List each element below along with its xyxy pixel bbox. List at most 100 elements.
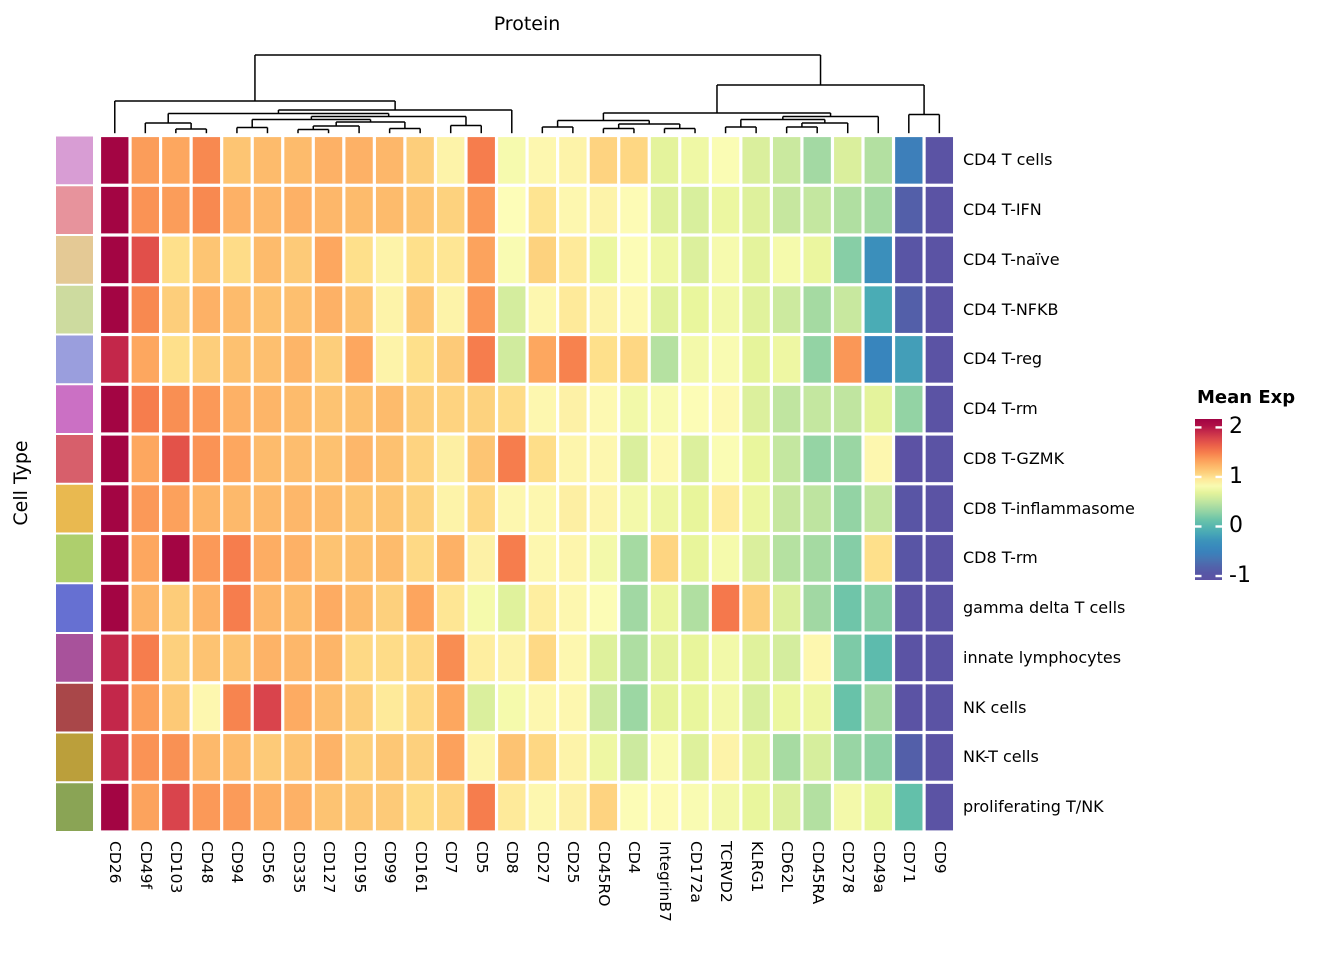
heatmap-cell bbox=[862, 185, 894, 236]
heatmap-cell bbox=[557, 235, 589, 285]
heatmap-cell bbox=[679, 433, 711, 484]
heatmap-cell bbox=[862, 782, 894, 832]
heatmap-cell bbox=[710, 632, 741, 683]
heatmap-cell bbox=[191, 632, 222, 683]
heatmap-cell bbox=[557, 135, 589, 186]
heatmap-cell bbox=[527, 135, 558, 186]
heatmap-cell bbox=[191, 284, 222, 335]
heatmap-cell bbox=[160, 583, 192, 633]
heatmap-cell bbox=[771, 782, 802, 832]
row-annotation-swatch bbox=[55, 185, 94, 235]
row-annotation-swatch bbox=[55, 682, 94, 733]
heatmap-cell bbox=[404, 583, 436, 633]
row-label: CD4 T-NFKB bbox=[963, 299, 1059, 319]
heatmap-cell bbox=[221, 235, 253, 285]
cell-type-axis-label: Cell Type bbox=[10, 440, 32, 526]
heatmap-cell bbox=[130, 583, 161, 633]
heatmap-cell bbox=[862, 682, 894, 733]
heatmap-cell bbox=[557, 782, 589, 832]
heatmap-cell bbox=[740, 682, 772, 733]
heatmap-cell bbox=[160, 533, 192, 584]
heatmap-cell bbox=[893, 135, 925, 186]
heatmap-cell bbox=[252, 682, 283, 733]
column-label: CD8 bbox=[503, 841, 522, 874]
column-dendrogram bbox=[114, 54, 941, 134]
heatmap-cell bbox=[160, 433, 192, 484]
heatmap-cell bbox=[679, 235, 711, 285]
column-label: TCRVD2 bbox=[717, 841, 736, 903]
heatmap-cell bbox=[404, 284, 436, 335]
heatmap-cell bbox=[160, 284, 192, 335]
heatmap-cell bbox=[557, 334, 589, 385]
row-annotation-swatch bbox=[55, 633, 94, 683]
heatmap-cell bbox=[740, 732, 772, 783]
legend-colorbar bbox=[1195, 419, 1222, 580]
row-label: CD4 T-IFN bbox=[963, 200, 1042, 220]
legend-tick-label: -1 bbox=[1229, 563, 1251, 589]
heatmap-cell bbox=[588, 782, 619, 832]
heatmap-cell bbox=[679, 135, 711, 186]
heatmap-cell bbox=[313, 235, 344, 285]
heatmap-cell bbox=[374, 583, 405, 633]
heatmap-cell bbox=[710, 135, 741, 186]
heatmap-cell bbox=[343, 433, 375, 484]
heatmap-cell bbox=[801, 185, 833, 236]
heatmap-cell bbox=[313, 384, 344, 434]
heatmap-cell bbox=[862, 384, 894, 434]
heatmap-cell bbox=[832, 483, 864, 534]
heatmap-cell bbox=[771, 533, 802, 584]
heatmap-cell bbox=[99, 384, 131, 434]
heatmap-cell bbox=[527, 483, 558, 534]
column-label: CD49a bbox=[869, 841, 888, 893]
column-label: CD103 bbox=[167, 841, 186, 894]
heatmap-grid bbox=[99, 135, 955, 832]
heatmap-cell bbox=[832, 533, 864, 584]
heatmap-cell bbox=[832, 135, 864, 186]
row-annotation-swatch bbox=[55, 732, 94, 783]
heatmap-cell bbox=[160, 185, 192, 236]
heatmap-cell bbox=[832, 682, 864, 733]
row-annotation-swatch bbox=[55, 782, 94, 832]
heatmap-cell bbox=[99, 533, 131, 584]
heatmap-cell bbox=[130, 135, 161, 186]
heatmap-cell bbox=[801, 384, 833, 434]
heatmap-cell bbox=[282, 682, 314, 733]
heatmap-cell bbox=[649, 583, 680, 633]
heatmap-cell bbox=[465, 433, 497, 484]
heatmap-cell bbox=[588, 583, 619, 633]
heatmap-cell bbox=[282, 185, 314, 236]
column-label: CD161 bbox=[411, 841, 430, 894]
heatmap-cell bbox=[374, 384, 405, 434]
column-label: CD278 bbox=[839, 841, 858, 894]
heatmap-cell bbox=[374, 334, 405, 385]
heatmap-cell bbox=[924, 483, 955, 534]
heatmap-cell bbox=[191, 384, 222, 434]
heatmap-cell bbox=[99, 483, 131, 534]
heatmap-cell bbox=[252, 135, 283, 186]
heatmap-cell bbox=[313, 782, 344, 832]
heatmap-cell bbox=[618, 682, 650, 733]
heatmap-cell bbox=[465, 483, 497, 534]
heatmap-cell bbox=[435, 334, 466, 385]
heatmap-cell bbox=[221, 583, 253, 633]
heatmap-cell bbox=[191, 185, 222, 236]
column-label: CD27 bbox=[533, 841, 552, 884]
heatmap-cell bbox=[771, 135, 802, 186]
heatmap-cell bbox=[465, 384, 497, 434]
heatmap-cell bbox=[649, 185, 680, 236]
heatmap-cell bbox=[618, 782, 650, 832]
heatmap-cell bbox=[313, 284, 344, 335]
heatmap-cell bbox=[618, 483, 650, 534]
heatmap-cell bbox=[893, 632, 925, 683]
heatmap-cell bbox=[618, 185, 650, 236]
heatmap-cell bbox=[527, 533, 558, 584]
heatmap-cell bbox=[710, 682, 741, 733]
heatmap-cell bbox=[130, 433, 161, 484]
heatmap-cell bbox=[557, 284, 589, 335]
heatmap-cell bbox=[771, 632, 802, 683]
heatmap-cell bbox=[740, 632, 772, 683]
legend-tick-label: 1 bbox=[1229, 463, 1243, 489]
heatmap-cell bbox=[496, 433, 528, 484]
heatmap-cell bbox=[527, 185, 558, 236]
